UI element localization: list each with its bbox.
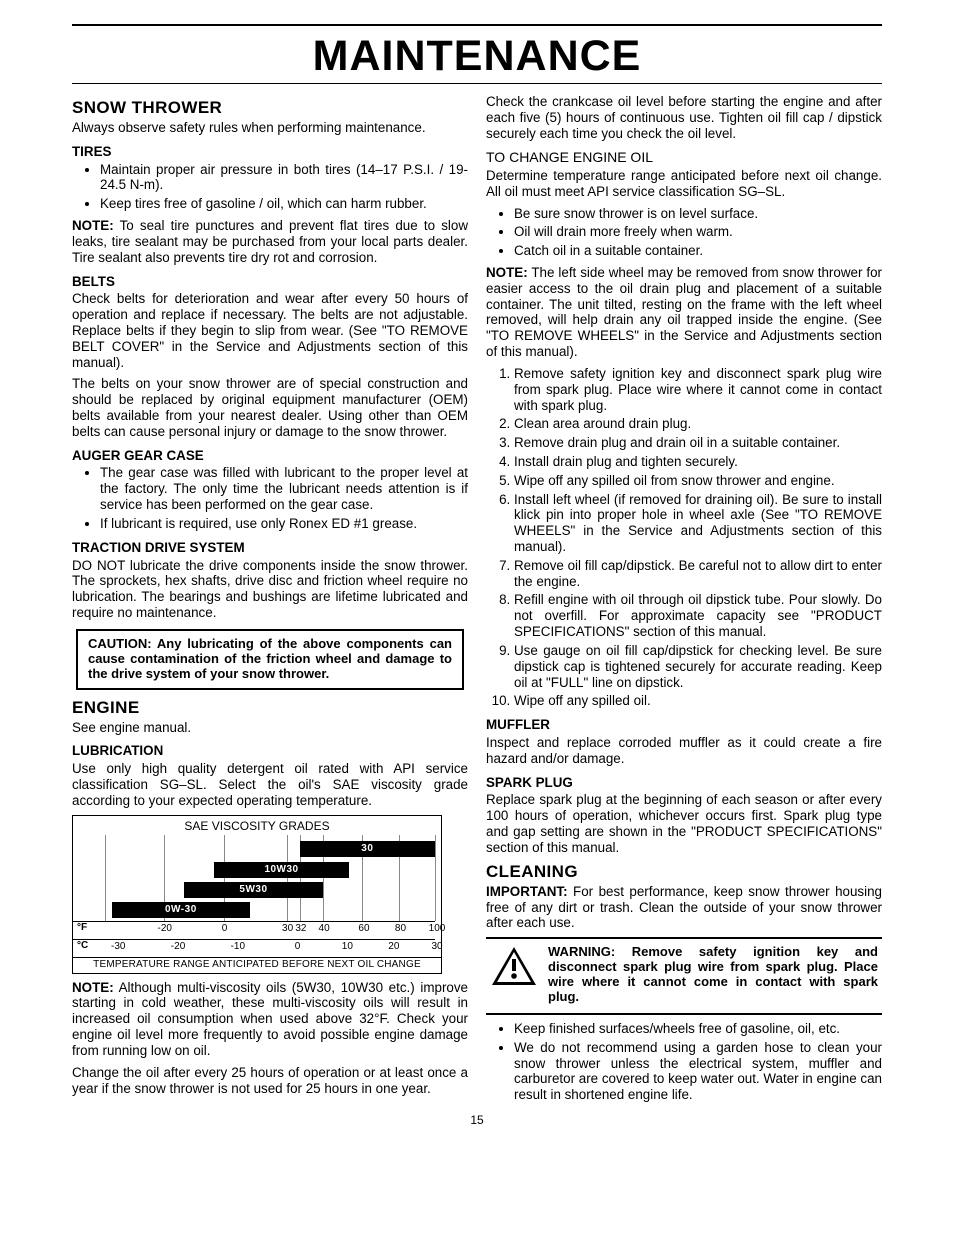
scale-tick: -20 xyxy=(171,941,185,953)
scale-tick: 30 xyxy=(282,923,293,935)
list-auger: The gear case was filled with lubricant … xyxy=(72,465,468,531)
right-column: Check the crankcase oil level before sta… xyxy=(486,92,882,1109)
para-belts-2: The belts on your snow thrower are of sp… xyxy=(72,376,468,439)
heading-sparkplug: SPARK PLUG xyxy=(486,775,882,791)
list-item: Oil will drain more freely when warm. xyxy=(514,224,882,240)
oil-change-steps: Remove safety ignition key and disconnec… xyxy=(486,366,882,709)
list-item: Refill engine with oil through oil dipst… xyxy=(514,592,882,639)
list-item: Keep finished surfaces/wheels free of ga… xyxy=(514,1021,882,1037)
para-change-25: Change the oil after every 25 hours of o… xyxy=(72,1065,468,1097)
heading-auger: AUGER GEAR CASE xyxy=(72,448,468,464)
chart-title: SAE VISCOSITY GRADES xyxy=(73,816,441,835)
left-column: SNOW THROWER Always observe safety rules… xyxy=(72,92,468,1109)
list-item: Remove drain plug and drain oil in a sui… xyxy=(514,435,882,451)
list-prep: Be sure snow thrower is on level surface… xyxy=(486,206,882,259)
para-belts-1: Check belts for deterioration and wear a… xyxy=(72,291,468,370)
list-item: Maintain proper air pressure in both tir… xyxy=(100,162,468,194)
page-title: MAINTENANCE xyxy=(72,32,882,81)
list-item: Keep tires free of gasoline / oil, which… xyxy=(100,196,468,212)
heading-tires: TIRES xyxy=(72,144,468,160)
list-item: The gear case was filled with lubricant … xyxy=(100,465,468,512)
scale-c-unit: °C xyxy=(77,940,88,952)
list-item: Catch oil in a suitable container. xyxy=(514,243,882,259)
para-cleaning-important: IMPORTANT: For best performance, keep sn… xyxy=(486,884,882,931)
warning-text: WARNING: Remove safety ignition key and … xyxy=(548,945,878,1005)
list-item: Remove safety ignition key and disconnec… xyxy=(514,366,882,413)
heading-belts: BELTS xyxy=(72,274,468,290)
scale-tick: 0 xyxy=(222,923,228,935)
list-item: Clean area around drain plug. xyxy=(514,416,882,432)
scale-tick: -20 xyxy=(158,923,172,935)
para-muffler: Inspect and replace corroded muffler as … xyxy=(486,735,882,767)
para-traction: DO NOT lubricate the drive components in… xyxy=(72,558,468,621)
scale-tick: 60 xyxy=(358,923,369,935)
viscosity-chart: SAE VISCOSITY GRADES 30 10W30 5W30 0W-30 °F… xyxy=(72,815,442,974)
scale-tick: 40 xyxy=(319,923,330,935)
scale-tick: 100 xyxy=(429,923,446,935)
caution-box: CAUTION: Any lubricating of the above co… xyxy=(76,629,464,690)
viscosity-bar: 0W-30 xyxy=(112,902,251,918)
warning-icon xyxy=(490,945,538,993)
list-item: Use gauge on oil fill cap/dipstick for c… xyxy=(514,643,882,690)
scale-tick: -10 xyxy=(231,941,245,953)
list-item: We do not recommend using a garden hose … xyxy=(514,1040,882,1103)
para-lubrication: Use only high quality detergent oil rate… xyxy=(72,761,468,808)
list-cleaning: Keep finished surfaces/wheels free of ga… xyxy=(486,1021,882,1103)
scale-tick: 10 xyxy=(342,941,353,953)
list-item: Install drain plug and tighten securely. xyxy=(514,454,882,470)
heading-lubrication: LUBRICATION xyxy=(72,743,468,759)
list-item: Install left wheel (if removed for drain… xyxy=(514,492,882,555)
heading-muffler: MUFFLER xyxy=(486,717,882,733)
para-safety: Always observe safety rules when perform… xyxy=(72,120,468,136)
para-sparkplug: Replace spark plug at the beginning of e… xyxy=(486,792,882,855)
scale-tick: 32 xyxy=(295,923,306,935)
note-tires: NOTE: To seal tire punctures and prevent… xyxy=(72,218,468,265)
scale-f-unit: °F xyxy=(77,922,87,934)
list-item: If lubricant is required, use only Ronex… xyxy=(100,516,468,532)
list-item: Remove oil fill cap/dipstick. Be careful… xyxy=(514,558,882,590)
list-item: Wipe off any spilled oil from snow throw… xyxy=(514,473,882,489)
scale-tick: 30 xyxy=(431,941,442,953)
heading-traction: TRACTION DRIVE SYSTEM xyxy=(72,540,468,556)
heading-cleaning: CLEANING xyxy=(486,862,882,882)
note-wheel: NOTE: The left side wheel may be removed… xyxy=(486,265,882,360)
scale-tick: -30 xyxy=(111,941,125,953)
list-item: Be sure snow thrower is on level surface… xyxy=(514,206,882,222)
scale-tick: 20 xyxy=(388,941,399,953)
note-multiviscosity: NOTE: Although multi-viscosity oils (5W3… xyxy=(72,980,468,1059)
warning-box: WARNING: Remove safety ignition key and … xyxy=(486,937,882,1015)
list-tires: Maintain proper air pressure in both tir… xyxy=(72,162,468,212)
heading-engine: ENGINE xyxy=(72,698,468,718)
viscosity-bar: 10W30 xyxy=(214,862,349,878)
scale-tick: 80 xyxy=(395,923,406,935)
page-number: 15 xyxy=(72,1113,882,1127)
chart-footer: TEMPERATURE RANGE ANTICIPATED BEFORE NEX… xyxy=(73,957,441,973)
scale-tick: 0 xyxy=(295,941,301,953)
heading-snow-thrower: SNOW THROWER xyxy=(72,98,468,118)
para-crankcase: Check the crankcase oil level before sta… xyxy=(486,94,882,141)
list-item: Wipe off any spilled oil. xyxy=(514,693,882,709)
para-temp: Determine temperature range anticipated … xyxy=(486,168,882,200)
viscosity-bar: 30 xyxy=(300,841,435,857)
para-engine: See engine manual. xyxy=(72,720,468,736)
viscosity-bar: 5W30 xyxy=(184,882,323,898)
heading-change-oil: TO CHANGE ENGINE OIL xyxy=(486,149,882,166)
